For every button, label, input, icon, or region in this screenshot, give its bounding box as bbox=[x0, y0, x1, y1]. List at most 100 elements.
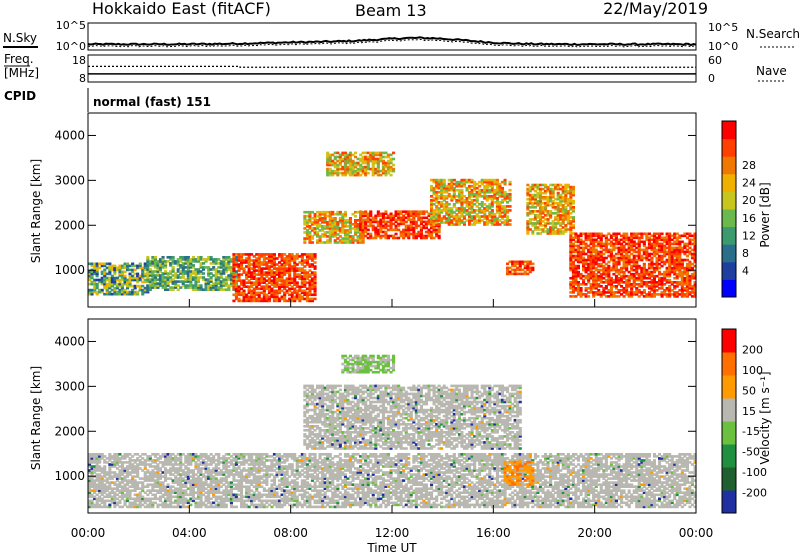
heat-cell bbox=[614, 236, 618, 240]
heat-cell bbox=[571, 189, 575, 193]
heat-cell bbox=[650, 262, 654, 266]
heat-cell bbox=[576, 250, 580, 254]
heat-cell bbox=[526, 214, 530, 217]
heat-cell bbox=[630, 232, 634, 236]
heat-cell bbox=[156, 268, 160, 271]
heat-cell bbox=[663, 252, 667, 256]
heat-cell bbox=[209, 278, 213, 281]
heat-cell bbox=[632, 278, 636, 282]
heat-cell bbox=[437, 211, 441, 214]
heat-cell bbox=[328, 161, 332, 165]
heat-cell bbox=[660, 276, 664, 280]
heat-cell bbox=[166, 276, 170, 279]
heat-cell bbox=[257, 257, 261, 260]
heat-cell bbox=[341, 223, 345, 226]
heat-cell bbox=[305, 263, 309, 266]
heat-cell bbox=[645, 232, 649, 236]
heat-cell bbox=[321, 229, 325, 232]
heat-cell bbox=[115, 459, 119, 462]
heat-cell bbox=[90, 280, 94, 284]
heat-cell bbox=[625, 234, 629, 238]
heat-cell bbox=[614, 295, 618, 298]
heat-cell bbox=[161, 282, 165, 285]
heat-cell bbox=[164, 461, 168, 464]
heat-cell bbox=[668, 246, 672, 250]
heat-cell bbox=[318, 239, 322, 242]
heat-cell bbox=[579, 234, 583, 238]
heat-cell bbox=[148, 505, 152, 509]
heat-cell bbox=[450, 188, 454, 192]
heat-cell bbox=[688, 250, 692, 254]
power-heatmap-cells bbox=[88, 151, 697, 303]
heat-cell bbox=[308, 241, 312, 244]
heat-cell bbox=[647, 293, 651, 296]
heat-cell bbox=[445, 201, 449, 204]
heat-cell bbox=[93, 262, 97, 266]
heat-cell bbox=[283, 279, 287, 282]
heat-cell bbox=[285, 291, 289, 295]
heat-cell bbox=[612, 258, 616, 262]
heat-cell bbox=[470, 211, 474, 214]
heat-cell bbox=[343, 163, 347, 167]
heat-cell bbox=[531, 232, 535, 235]
heat-cell bbox=[688, 234, 692, 238]
heat-cell bbox=[331, 217, 335, 220]
heat-cell bbox=[338, 159, 342, 163]
heat-cell bbox=[495, 180, 499, 184]
heat-cell bbox=[642, 242, 646, 246]
heat-cell bbox=[232, 273, 236, 276]
heat-cell bbox=[123, 288, 127, 292]
heat-cell bbox=[308, 265, 312, 268]
heat-cell bbox=[303, 297, 307, 301]
heat-cell bbox=[179, 258, 183, 261]
heat-cell bbox=[599, 272, 603, 276]
heat-cell bbox=[245, 259, 249, 262]
heat-cell bbox=[536, 220, 540, 223]
heat-cell bbox=[381, 212, 385, 216]
heat-cell bbox=[318, 223, 322, 226]
heat-cell bbox=[156, 497, 160, 501]
heat-cell bbox=[531, 203, 535, 207]
heat-cell bbox=[252, 299, 256, 303]
heat-cell bbox=[257, 253, 261, 256]
heat-cell bbox=[242, 285, 246, 288]
heat-cell bbox=[670, 234, 674, 238]
heat-cell bbox=[617, 283, 621, 286]
heat-cell bbox=[450, 223, 454, 226]
heat-cell bbox=[680, 287, 684, 290]
heat-cell bbox=[194, 280, 198, 283]
heat-cell bbox=[470, 201, 474, 204]
heat-cell bbox=[169, 493, 173, 497]
heat-cell bbox=[204, 288, 208, 291]
heat-cell bbox=[207, 266, 211, 269]
heat-cell bbox=[174, 282, 178, 285]
heat-cell bbox=[98, 455, 102, 458]
heat-cell bbox=[412, 222, 416, 226]
heat-cell bbox=[343, 173, 347, 177]
heat-cell bbox=[668, 266, 672, 270]
heat-cell bbox=[88, 483, 92, 486]
heat-cell bbox=[184, 270, 188, 273]
heat-cell bbox=[379, 157, 383, 161]
heat-cell bbox=[186, 264, 190, 267]
heat-cell bbox=[594, 291, 598, 294]
heat-cell bbox=[640, 236, 644, 240]
heat-cell bbox=[240, 281, 244, 284]
heat-cell bbox=[442, 203, 446, 206]
heat-cell bbox=[103, 274, 107, 278]
heat-cell bbox=[136, 278, 140, 282]
heat-cell bbox=[574, 254, 578, 258]
heat-cell bbox=[189, 270, 193, 273]
heat-cell bbox=[303, 289, 307, 293]
heat-cell bbox=[622, 291, 626, 294]
heat-cell bbox=[214, 270, 218, 273]
heat-cell bbox=[153, 475, 157, 478]
heat-cell bbox=[110, 288, 114, 292]
heat-cell bbox=[584, 262, 588, 266]
heat-cell bbox=[359, 222, 363, 226]
heat-cell bbox=[174, 479, 178, 482]
heat-cell bbox=[255, 287, 259, 291]
heat-cell bbox=[457, 207, 461, 210]
heat-cell bbox=[665, 246, 669, 250]
heat-cell bbox=[120, 284, 124, 288]
